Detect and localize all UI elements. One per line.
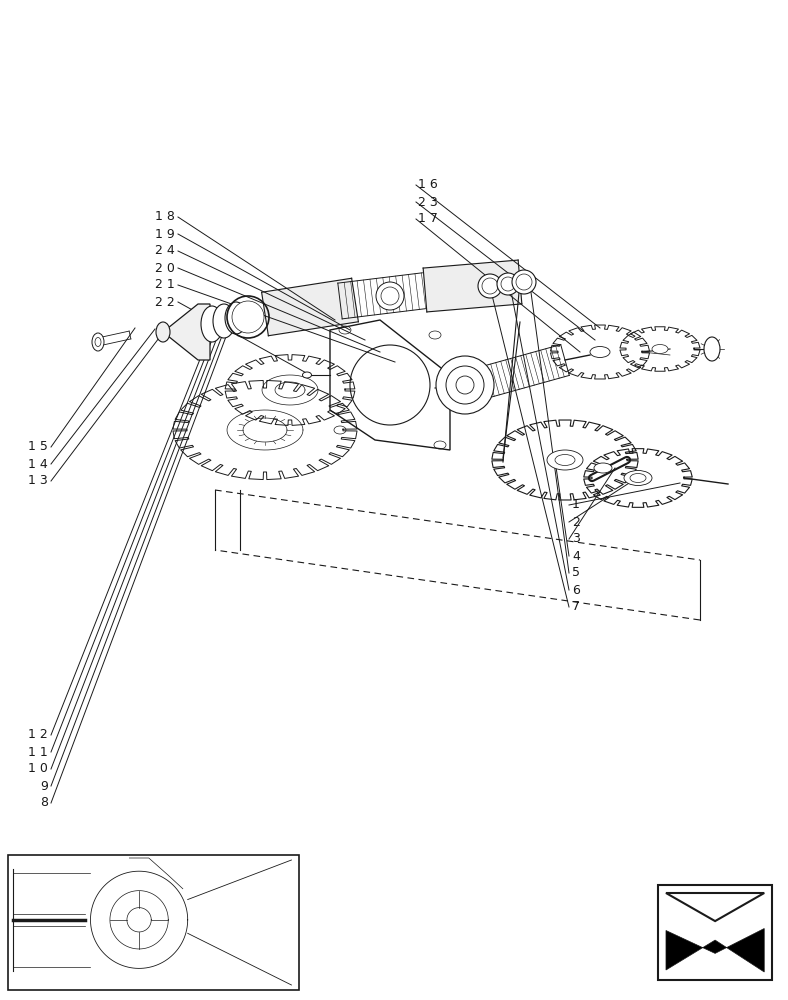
Ellipse shape: [478, 274, 502, 298]
Text: 6: 6: [572, 584, 580, 596]
Ellipse shape: [704, 337, 720, 361]
Ellipse shape: [232, 301, 264, 333]
Ellipse shape: [482, 278, 498, 294]
Text: 1 6: 1 6: [418, 178, 438, 192]
Text: 8: 8: [40, 796, 48, 810]
Ellipse shape: [512, 270, 536, 294]
Bar: [658, 885, 772, 980]
Ellipse shape: [630, 474, 646, 483]
Text: 7: 7: [572, 600, 580, 613]
Ellipse shape: [501, 277, 515, 291]
Text: 1 5: 1 5: [28, 440, 48, 454]
Ellipse shape: [516, 274, 532, 290]
Text: 2 0: 2 0: [155, 261, 175, 274]
Ellipse shape: [225, 302, 247, 334]
Ellipse shape: [201, 306, 223, 342]
Ellipse shape: [156, 322, 170, 342]
Ellipse shape: [555, 454, 575, 466]
Text: 2: 2: [572, 516, 580, 528]
Ellipse shape: [624, 471, 652, 486]
Text: 9: 9: [40, 780, 48, 792]
Polygon shape: [262, 278, 359, 336]
Ellipse shape: [497, 273, 519, 295]
Ellipse shape: [92, 333, 104, 351]
Text: 1 3: 1 3: [28, 475, 48, 488]
Text: 1 7: 1 7: [418, 213, 438, 226]
Ellipse shape: [590, 347, 610, 358]
Text: 2 2: 2 2: [155, 296, 175, 308]
Ellipse shape: [594, 463, 612, 473]
Text: 5: 5: [572, 566, 580, 580]
Polygon shape: [163, 304, 210, 360]
Ellipse shape: [213, 304, 235, 338]
Ellipse shape: [381, 287, 399, 305]
Ellipse shape: [376, 282, 404, 310]
Ellipse shape: [652, 344, 668, 354]
Ellipse shape: [456, 376, 474, 394]
Text: 1 8: 1 8: [155, 211, 175, 224]
Ellipse shape: [95, 338, 101, 347]
Ellipse shape: [547, 450, 583, 470]
Text: 1 2: 1 2: [28, 728, 48, 742]
Text: 3: 3: [572, 532, 580, 546]
Bar: [8, 855, 299, 990]
Polygon shape: [423, 260, 522, 312]
Ellipse shape: [446, 366, 484, 404]
Text: 1 4: 1 4: [28, 458, 48, 471]
Ellipse shape: [436, 356, 494, 414]
Text: 2 1: 2 1: [155, 278, 175, 292]
Text: 1 9: 1 9: [155, 228, 175, 240]
Text: 1 0: 1 0: [28, 762, 48, 776]
Ellipse shape: [303, 372, 311, 378]
Text: 1 1: 1 1: [28, 746, 48, 758]
Text: 2 4: 2 4: [155, 244, 175, 257]
Polygon shape: [666, 928, 764, 972]
Text: 4: 4: [572, 550, 580, 562]
Text: 2 3: 2 3: [418, 196, 438, 209]
Text: 1: 1: [572, 498, 580, 512]
